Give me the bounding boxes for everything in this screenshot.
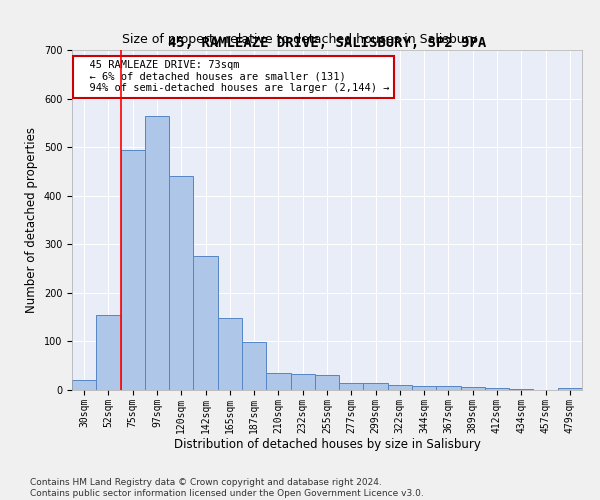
Bar [509,389,533,390]
Bar [145,116,169,390]
Bar [388,384,412,390]
Bar [558,388,582,390]
Bar [169,176,193,390]
Bar [364,383,388,390]
Bar [290,374,315,390]
Title: 45, RAMLEAZE DRIVE, SALISBURY, SP2 9PA: 45, RAMLEAZE DRIVE, SALISBURY, SP2 9PA [168,36,486,50]
Bar [242,342,266,390]
Bar [193,256,218,390]
Y-axis label: Number of detached properties: Number of detached properties [25,127,38,313]
Bar [461,387,485,390]
Bar [72,380,96,390]
Bar [412,386,436,390]
Text: 45 RAMLEAZE DRIVE: 73sqm
  ← 6% of detached houses are smaller (131)
  94% of se: 45 RAMLEAZE DRIVE: 73sqm ← 6% of detache… [77,60,389,94]
Bar [339,383,364,390]
Text: Size of property relative to detached houses in Salisbury: Size of property relative to detached ho… [122,32,478,46]
Bar [218,318,242,390]
Bar [436,386,461,390]
Bar [96,314,121,390]
Bar [266,373,290,390]
Bar [121,150,145,390]
Bar [315,376,339,390]
X-axis label: Distribution of detached houses by size in Salisbury: Distribution of detached houses by size … [173,438,481,452]
Bar [485,388,509,390]
Text: Contains HM Land Registry data © Crown copyright and database right 2024.
Contai: Contains HM Land Registry data © Crown c… [30,478,424,498]
